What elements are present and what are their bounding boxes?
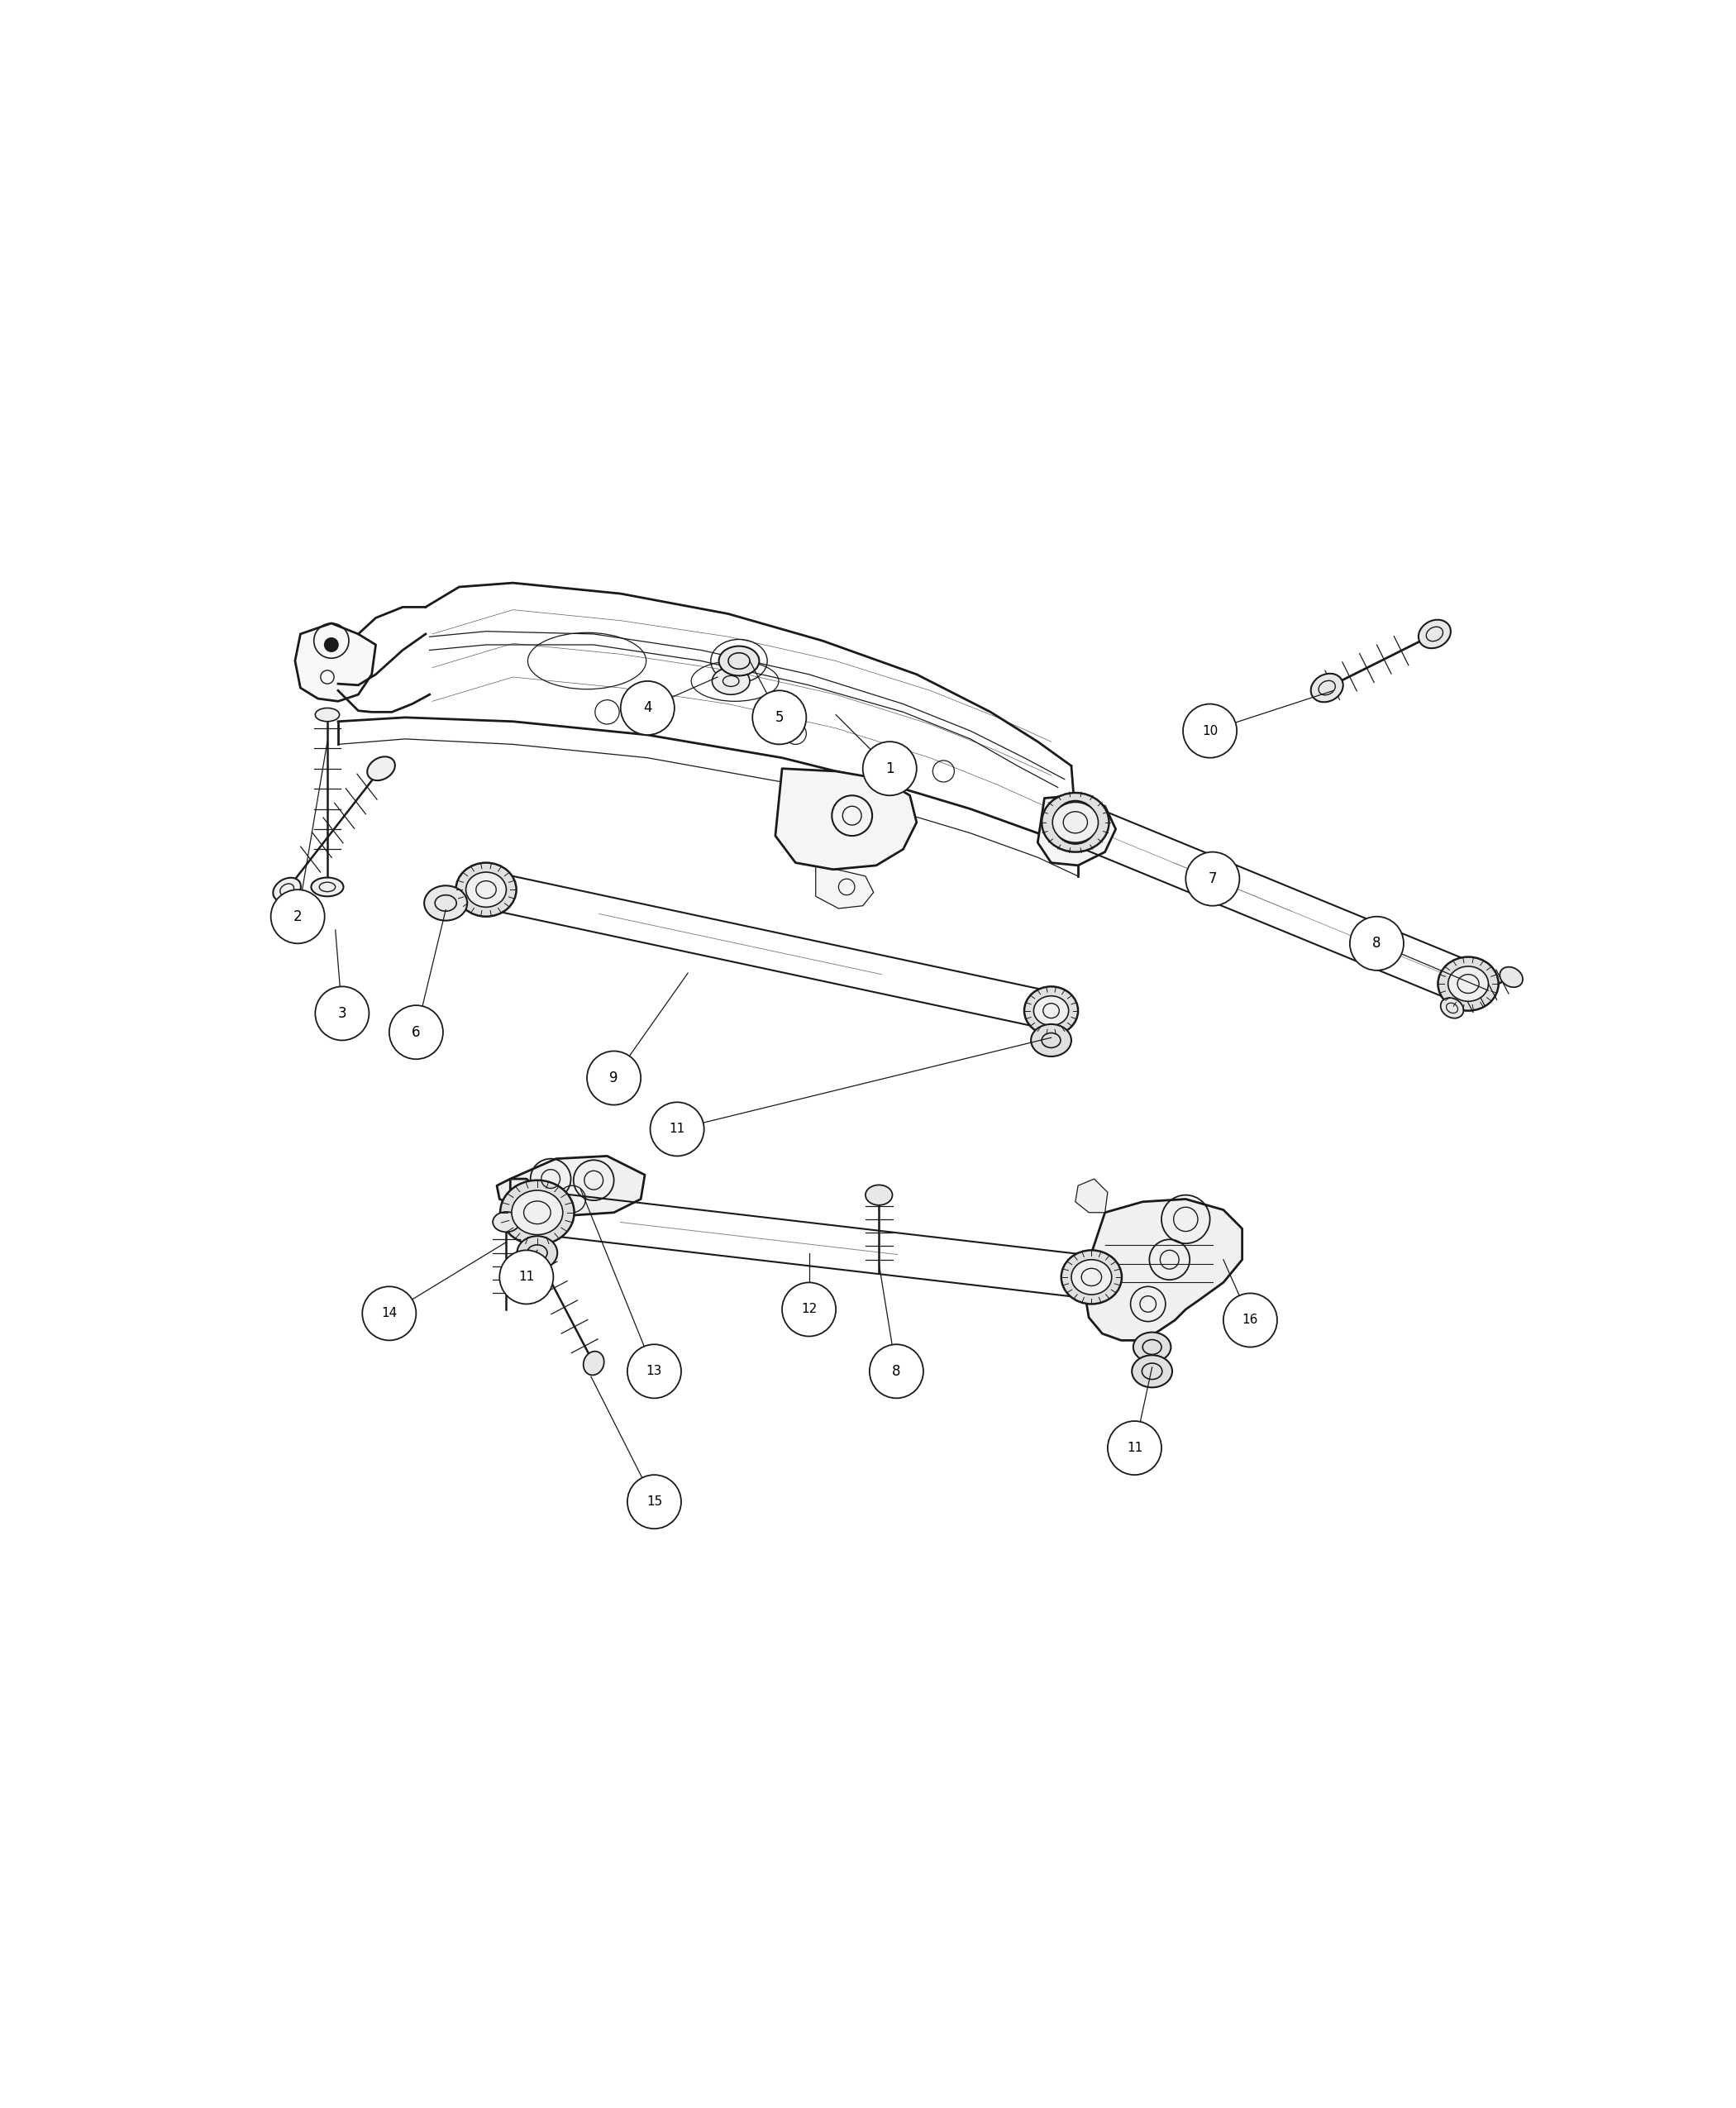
Text: 10: 10 bbox=[1201, 725, 1219, 738]
Circle shape bbox=[325, 639, 339, 651]
Text: 11: 11 bbox=[1127, 1442, 1142, 1455]
Ellipse shape bbox=[583, 1351, 604, 1374]
Ellipse shape bbox=[316, 708, 340, 721]
Ellipse shape bbox=[273, 877, 300, 902]
Circle shape bbox=[870, 1345, 924, 1398]
Circle shape bbox=[363, 1286, 417, 1341]
Circle shape bbox=[1108, 1421, 1161, 1476]
Ellipse shape bbox=[1132, 1355, 1172, 1387]
Ellipse shape bbox=[1061, 1250, 1121, 1305]
Text: 11: 11 bbox=[519, 1271, 535, 1284]
PathPatch shape bbox=[510, 1178, 540, 1229]
Text: 5: 5 bbox=[774, 710, 783, 725]
Text: 7: 7 bbox=[1208, 871, 1217, 885]
Ellipse shape bbox=[1031, 1024, 1071, 1056]
Ellipse shape bbox=[493, 1212, 519, 1231]
PathPatch shape bbox=[1075, 1178, 1108, 1212]
Text: 11: 11 bbox=[668, 1124, 686, 1136]
Circle shape bbox=[1351, 917, 1404, 970]
Ellipse shape bbox=[719, 647, 759, 677]
Circle shape bbox=[651, 1102, 705, 1155]
Circle shape bbox=[627, 1476, 681, 1528]
Circle shape bbox=[500, 1250, 554, 1305]
Text: 9: 9 bbox=[609, 1071, 618, 1086]
Ellipse shape bbox=[1071, 1261, 1111, 1294]
Text: 16: 16 bbox=[1243, 1313, 1259, 1326]
Ellipse shape bbox=[1311, 675, 1344, 702]
PathPatch shape bbox=[816, 866, 873, 909]
PathPatch shape bbox=[776, 769, 917, 868]
Circle shape bbox=[1186, 852, 1240, 906]
Ellipse shape bbox=[424, 885, 467, 921]
Circle shape bbox=[1224, 1294, 1278, 1347]
Ellipse shape bbox=[1448, 965, 1488, 1001]
Ellipse shape bbox=[457, 862, 516, 917]
Ellipse shape bbox=[866, 1185, 892, 1206]
Text: 2: 2 bbox=[293, 909, 302, 923]
Ellipse shape bbox=[712, 668, 750, 694]
Text: 8: 8 bbox=[1373, 936, 1382, 951]
Ellipse shape bbox=[1134, 1332, 1170, 1362]
Ellipse shape bbox=[512, 1191, 562, 1235]
Text: 8: 8 bbox=[892, 1364, 901, 1379]
Ellipse shape bbox=[1042, 793, 1109, 852]
Text: 6: 6 bbox=[411, 1024, 420, 1039]
PathPatch shape bbox=[1038, 795, 1116, 866]
Ellipse shape bbox=[1441, 997, 1463, 1018]
Ellipse shape bbox=[517, 1235, 557, 1269]
Circle shape bbox=[1182, 704, 1236, 757]
Text: 13: 13 bbox=[646, 1366, 661, 1377]
Ellipse shape bbox=[1437, 957, 1498, 1010]
Text: 14: 14 bbox=[382, 1307, 398, 1320]
Ellipse shape bbox=[368, 757, 396, 780]
Text: 4: 4 bbox=[642, 700, 653, 715]
Ellipse shape bbox=[1418, 620, 1451, 649]
Circle shape bbox=[752, 691, 806, 744]
Circle shape bbox=[389, 1006, 443, 1058]
Text: 12: 12 bbox=[800, 1303, 818, 1315]
Ellipse shape bbox=[1052, 803, 1099, 843]
Circle shape bbox=[271, 890, 325, 944]
Circle shape bbox=[587, 1052, 641, 1105]
Ellipse shape bbox=[465, 873, 507, 906]
PathPatch shape bbox=[496, 1155, 644, 1214]
PathPatch shape bbox=[1085, 1199, 1243, 1341]
Text: 1: 1 bbox=[885, 761, 894, 776]
Circle shape bbox=[627, 1345, 681, 1398]
Ellipse shape bbox=[1500, 968, 1522, 987]
Circle shape bbox=[316, 987, 370, 1041]
Ellipse shape bbox=[1033, 995, 1069, 1024]
Circle shape bbox=[781, 1282, 837, 1336]
Circle shape bbox=[621, 681, 674, 736]
Text: 3: 3 bbox=[339, 1006, 347, 1020]
Circle shape bbox=[863, 742, 917, 795]
Ellipse shape bbox=[1024, 987, 1078, 1035]
Text: 15: 15 bbox=[646, 1495, 661, 1507]
Ellipse shape bbox=[500, 1180, 575, 1246]
Ellipse shape bbox=[311, 877, 344, 896]
PathPatch shape bbox=[295, 624, 375, 702]
